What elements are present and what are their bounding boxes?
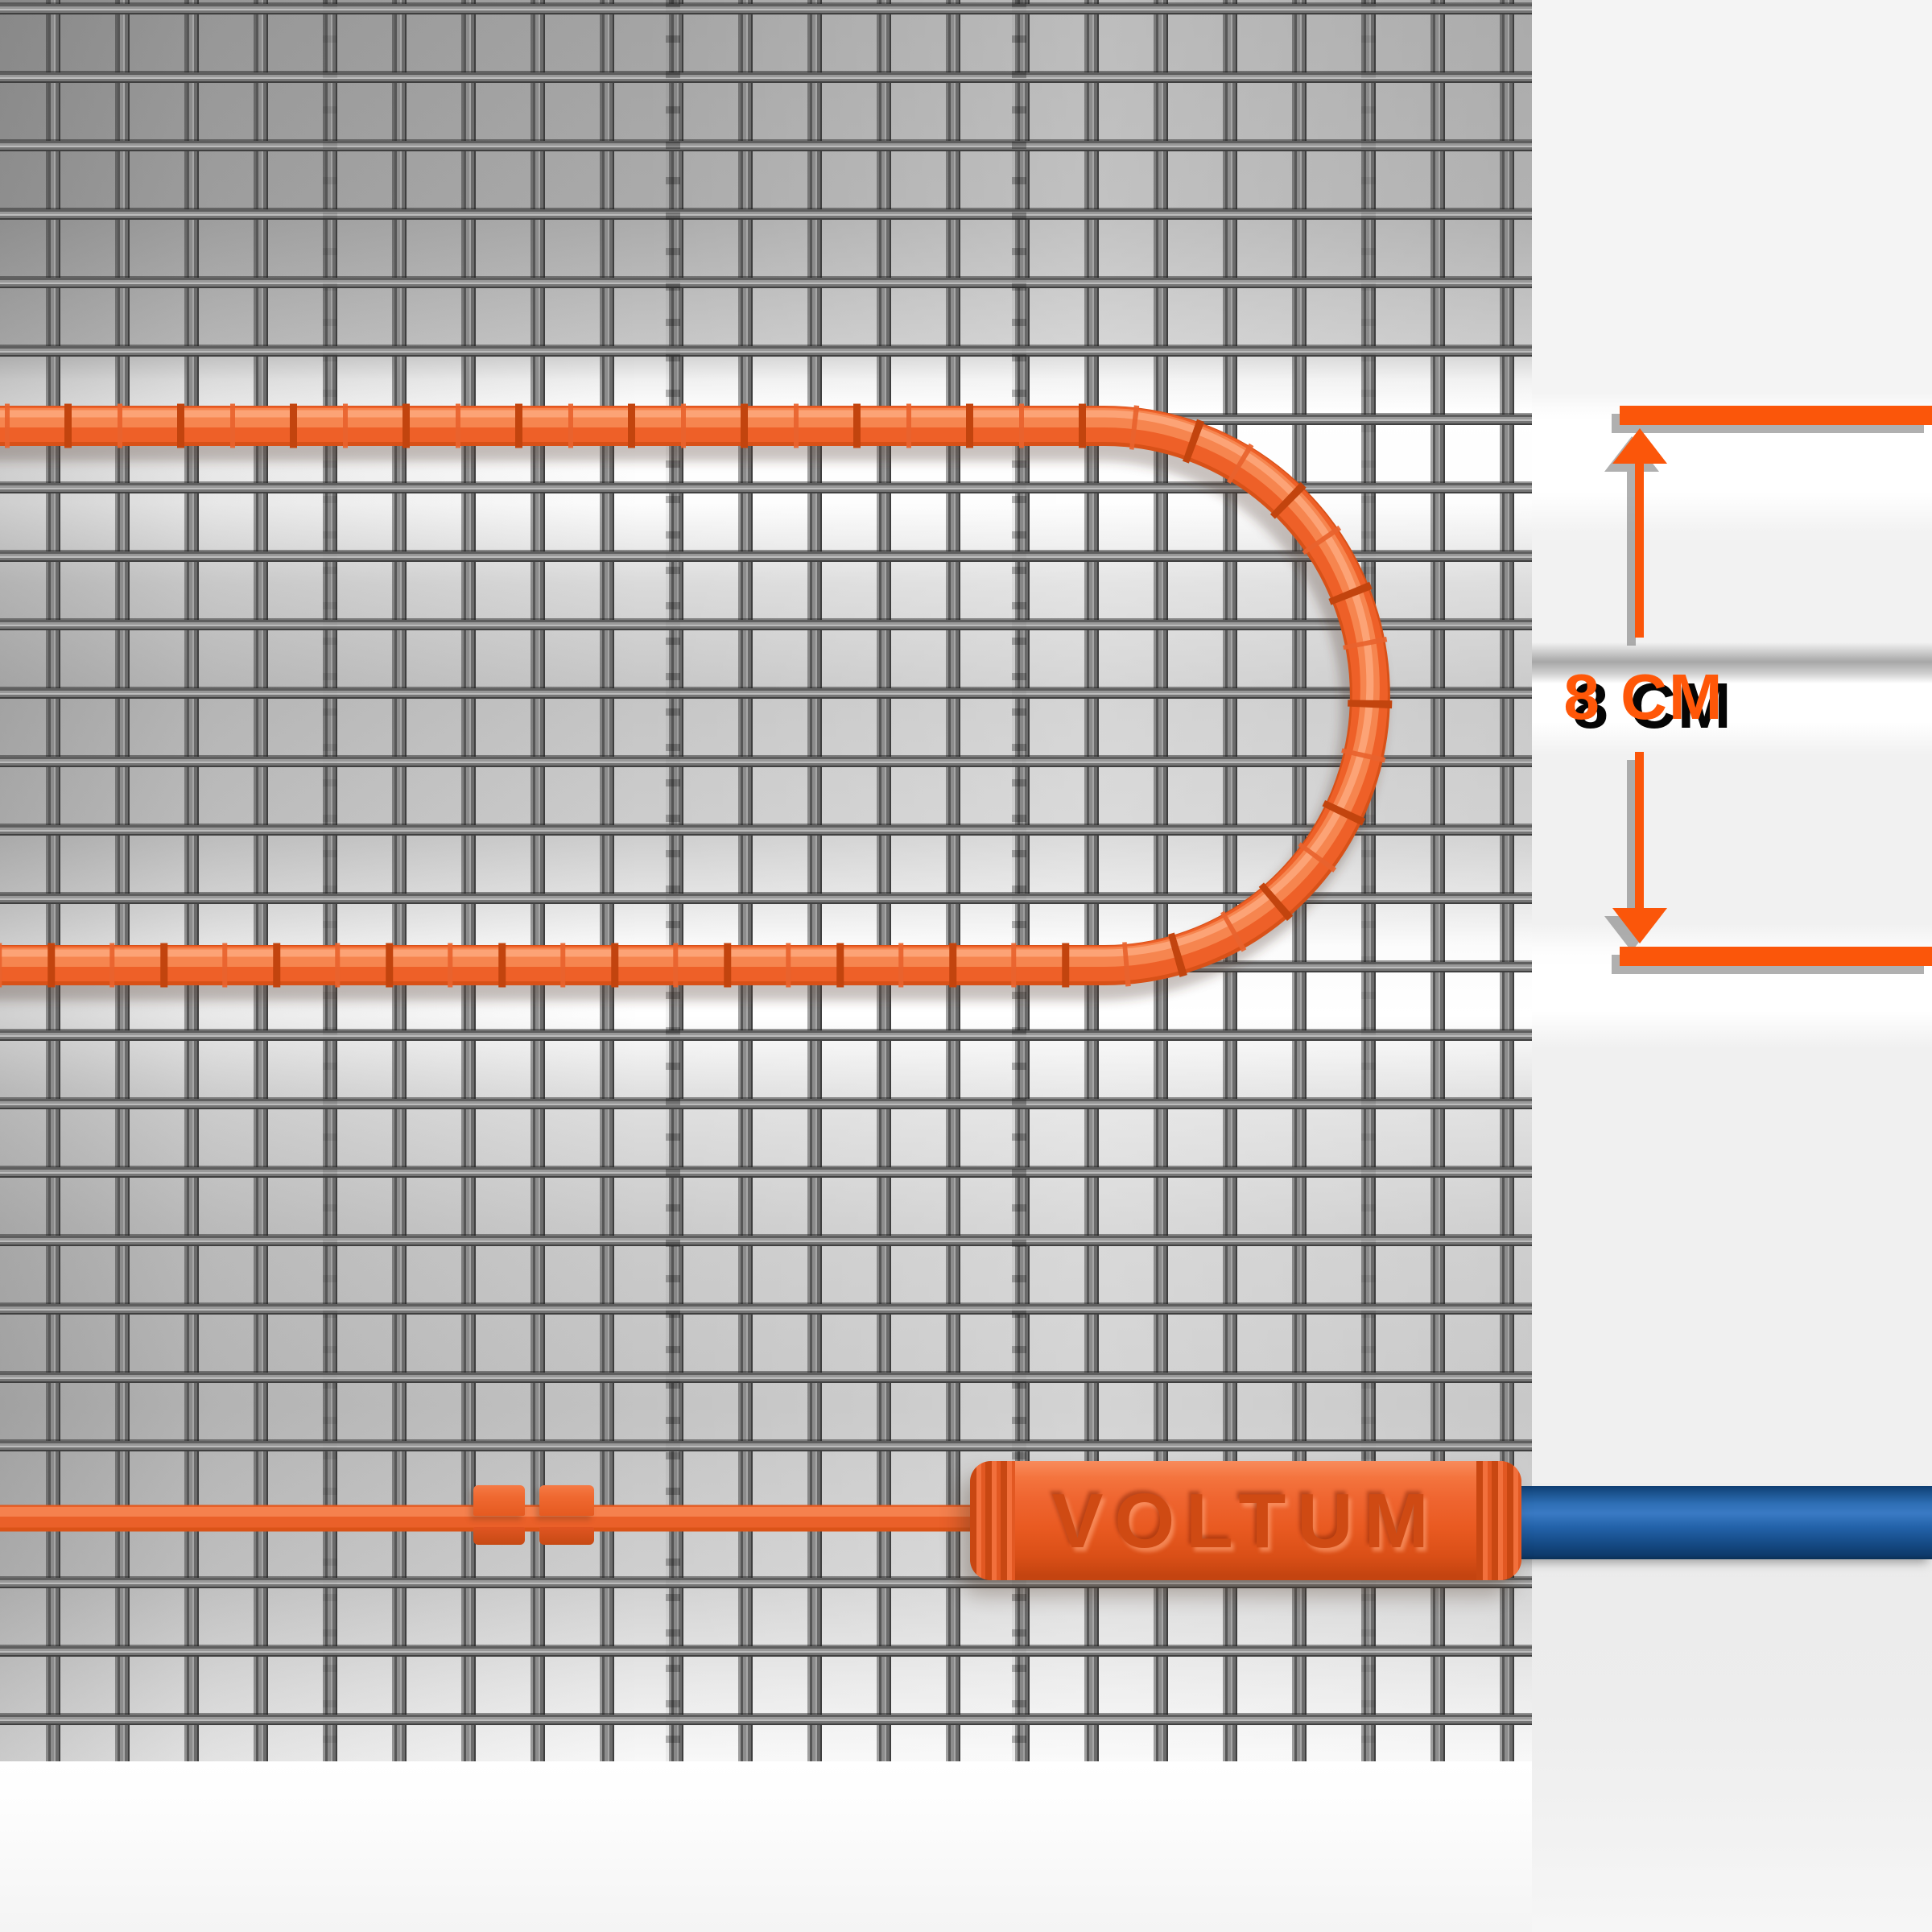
cable-clip [539, 1485, 594, 1516]
connector-brand-label: VOLTUM [1051, 1478, 1440, 1564]
cable-clip [539, 1527, 594, 1545]
spacing-label: 8 CM [1563, 661, 1724, 733]
cable-clip [473, 1485, 525, 1516]
right-background-panel [1532, 0, 1932, 1932]
heating-cable [0, 414, 1370, 965]
power-cord [1493, 1486, 1932, 1559]
connector-rib-left [970, 1461, 1015, 1580]
bottom-background-strip [0, 1761, 1532, 1932]
cable-clip [473, 1527, 525, 1545]
connector-rib-right [1476, 1461, 1521, 1580]
cable-spiral-wrap-highlight [0, 426, 1370, 965]
mesh-seam [1361, 0, 1376, 1761]
heating-cable-shadow [0, 439, 1364, 978]
cable-spiral-wrap [0, 426, 1370, 965]
connector: VOLTUM [970, 1461, 1521, 1580]
